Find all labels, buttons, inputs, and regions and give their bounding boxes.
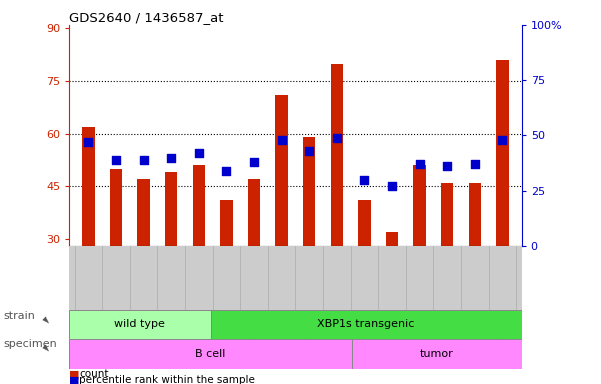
Text: B cell: B cell	[195, 349, 226, 359]
Bar	[413, 165, 426, 246]
Bar	[331, 63, 343, 246]
Point	[470, 161, 480, 167]
Text: ►: ►	[41, 341, 53, 354]
Text: ■: ■	[69, 369, 79, 379]
Bar	[352, 339, 522, 369]
Bar	[496, 60, 508, 246]
Point	[277, 137, 287, 143]
Point	[249, 159, 259, 165]
Bar	[220, 200, 233, 246]
Point	[194, 150, 204, 156]
Bar	[386, 232, 398, 246]
Bar	[110, 169, 122, 246]
Bar	[358, 200, 371, 246]
Bar	[192, 165, 205, 246]
Bar	[165, 172, 177, 246]
Point	[442, 163, 452, 169]
Point	[498, 137, 507, 143]
Point	[387, 183, 397, 189]
Bar	[248, 179, 260, 246]
Text: count: count	[79, 369, 109, 379]
Text: ■: ■	[69, 375, 79, 384]
Bar	[441, 183, 453, 246]
Text: strain: strain	[3, 311, 35, 321]
Text: wild type: wild type	[114, 319, 165, 329]
Text: GDS2640 / 1436587_at: GDS2640 / 1436587_at	[69, 11, 224, 24]
Bar	[303, 137, 316, 246]
Point	[111, 157, 121, 163]
Point	[166, 154, 176, 161]
Bar	[69, 339, 352, 369]
Point	[139, 157, 148, 163]
Bar	[138, 179, 150, 246]
Bar	[275, 95, 288, 246]
Point	[359, 177, 369, 183]
Point	[84, 139, 93, 145]
Point	[222, 168, 231, 174]
Point	[332, 134, 341, 141]
Point	[415, 161, 424, 167]
Text: tumor: tumor	[420, 349, 454, 359]
Bar	[210, 310, 522, 339]
Text: XBP1s transgenic: XBP1s transgenic	[317, 319, 415, 329]
Text: percentile rank within the sample: percentile rank within the sample	[79, 375, 255, 384]
Bar	[469, 183, 481, 246]
Text: ►: ►	[41, 313, 53, 326]
Point	[304, 148, 314, 154]
Text: specimen: specimen	[3, 339, 56, 349]
Bar	[69, 310, 210, 339]
Bar	[82, 127, 94, 246]
